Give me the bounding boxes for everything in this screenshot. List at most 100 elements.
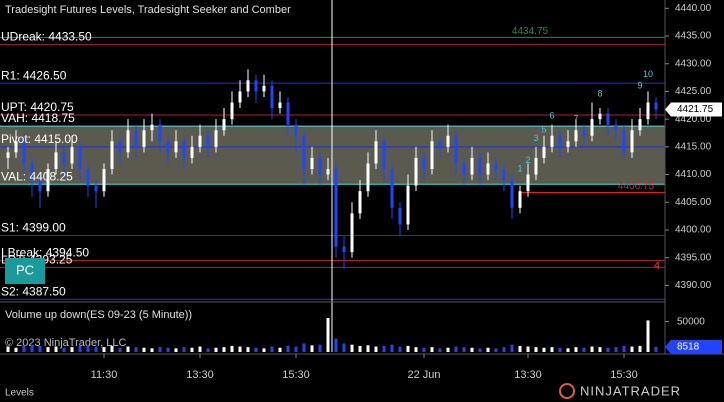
candle-body [646,102,650,120]
x-tick-label: 13:30 [514,369,542,381]
volume-bar [54,346,58,352]
badge-box[interactable] [5,258,45,284]
volume-bar [646,320,650,352]
candle-body [390,169,394,208]
signal-label: 3 [533,133,538,143]
candle-body [302,135,306,170]
volume-bar [638,345,642,352]
volume-bar [486,347,490,352]
candle-body [78,146,82,170]
volume-bar [622,345,626,352]
volume-bar [30,344,34,352]
volume-bar [430,347,434,352]
candles-layer [6,69,658,269]
signal-label: 10 [643,69,653,79]
y-tick-label: 4400.00 [675,225,712,236]
volume-bar [342,343,346,352]
candle-body [494,163,498,170]
x-tick-label: 22 Jun [407,369,440,381]
badge[interactable]: PC [16,262,34,277]
candle-body [126,130,130,153]
candle-body [182,141,186,158]
level-label: S1: 4399.00 [1,221,66,235]
candle-body [518,191,522,208]
candle-body [238,91,242,103]
volume-bar [374,346,378,352]
volume-bar [558,347,562,352]
signal-label: 7 [573,114,578,124]
volume-bar [582,347,586,352]
volume-bar [190,347,194,352]
volume-bar [326,317,330,352]
candle-body [438,141,442,147]
candle-body [198,135,202,147]
volume-bar [550,347,554,352]
candle-body [110,141,114,170]
candle-body [622,130,626,153]
volume-bar [22,345,26,352]
volume-bar [334,338,338,352]
volume-bar [238,346,242,352]
candle-body [462,163,466,175]
candle-body [534,157,538,175]
volume-bar [94,346,98,352]
y-tick-label: 4430.00 [675,58,712,69]
y-tick-label: 4415.00 [675,141,712,152]
candle-body [614,124,618,131]
candle-body [318,157,322,175]
volume-bar [510,344,514,352]
signal-label: 6 [549,111,554,121]
volume-bar [86,345,90,352]
x-tick-label: 13:30 [186,369,214,381]
volume-bar [382,345,386,352]
y-tick-label: 4440.00 [675,3,712,14]
volume-bar [286,345,290,352]
volume-tick-label: 50000 [677,316,705,327]
volume-marker [665,339,722,354]
candle-body [166,141,170,153]
candle-body [62,152,66,164]
x-tick-label: 15:30 [282,369,310,381]
candle-body [470,157,474,175]
volume-bar [542,347,546,352]
volume-bar [414,347,418,352]
candle-body [286,102,290,125]
current-volume: 8518 [677,341,700,352]
volume-bar [478,348,482,352]
signal-label: 9 [637,80,642,90]
candle-body [6,152,10,158]
candle-body [70,146,74,164]
candle-body [134,130,138,147]
candle-body [358,191,362,214]
level-label: 4434.75 [512,26,549,37]
volume-bar [446,347,450,352]
candle-body [574,130,578,142]
volume-bar [70,347,74,352]
candle-body [38,180,42,192]
chart-title: Tradesight Futures Levels, Tradesight Se… [5,4,291,16]
volume-bar [182,347,186,352]
candle-body [278,102,282,109]
volume-bar [118,347,122,352]
volume-bar [494,348,498,352]
volume-bar [462,347,466,352]
candle-body [486,163,490,175]
candle-body [14,141,18,153]
volume-bar [174,348,178,352]
candle-body [502,169,506,181]
volume-bar [406,345,410,352]
level-label: UPT: 4420.75 [1,100,74,114]
candle-body [158,124,162,142]
volume-bar [102,347,106,352]
level-label: R1: 4426.50 [1,68,67,82]
candle-body [630,130,634,153]
volume-bar [630,346,634,352]
volume-bar [470,347,474,352]
candle-body [262,85,266,92]
volume-bar [62,347,66,352]
volume-bar [422,347,426,352]
volume-bar [78,345,82,352]
volume-bar [358,345,362,352]
candle-body [86,169,90,186]
